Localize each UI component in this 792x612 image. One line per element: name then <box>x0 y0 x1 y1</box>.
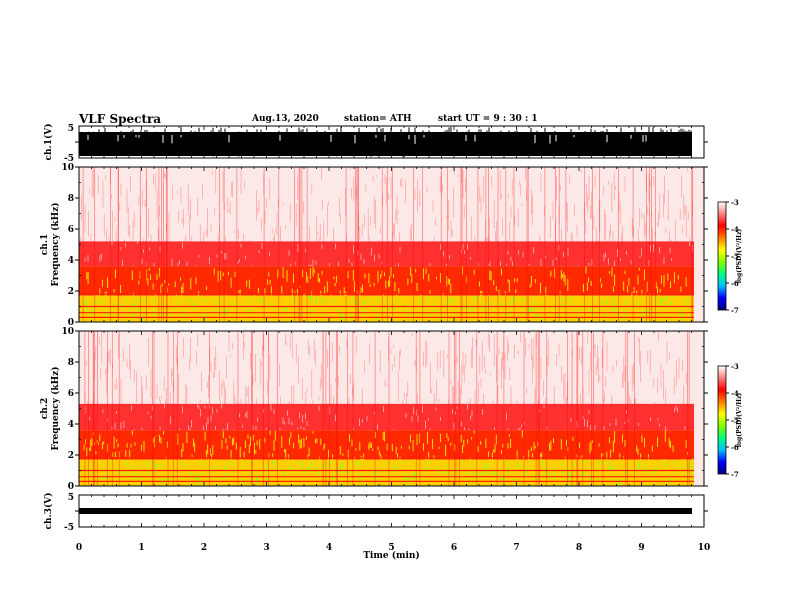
channel-label: ch.2 <box>40 398 50 419</box>
ytick-label: 2 <box>68 287 74 297</box>
colorbar-tick-label: -6 <box>731 443 739 452</box>
spectrogram-impulse-streaks <box>84 331 690 486</box>
chart-title: VLF Spectra <box>79 112 162 126</box>
ytick-label: -5 <box>64 523 74 533</box>
ytick-label: 4 <box>68 420 74 430</box>
ytick-label: 6 <box>68 389 74 399</box>
colorbar <box>717 365 727 475</box>
colorbar-tick-label: -5 <box>731 252 739 261</box>
colorbar-tick-label: -5 <box>731 416 739 425</box>
ytick-label: 8 <box>68 358 74 368</box>
waveform-trace-ch3 <box>79 508 692 514</box>
xtick-label: 9 <box>638 543 644 553</box>
colorbar-label: log(PSD)(V²/Hz) <box>736 229 743 284</box>
ytick-label: 10 <box>61 163 74 173</box>
ytick-label: 4 <box>68 256 74 266</box>
colorbar <box>717 201 727 311</box>
ytick-label: 0 <box>68 318 74 328</box>
ytick-label: 5 <box>68 124 74 134</box>
colorbar-label: log(PSD)(V²/Hz) <box>736 393 743 448</box>
colorbar-tick-label: -7 <box>731 306 739 315</box>
waveform-spikes-ch1 <box>84 127 692 157</box>
xtick-label: 7 <box>513 543 519 553</box>
spectrogram-band-low <box>79 295 694 322</box>
xtick-label: 3 <box>263 543 269 553</box>
ytick-label: 5 <box>68 493 74 503</box>
ytick-label: 0 <box>68 482 74 492</box>
colorbar-tick-label: -3 <box>731 362 739 371</box>
xtick-label: 10 <box>698 543 711 553</box>
spectrogram-band-high <box>79 403 694 431</box>
ylabel: ch.1(V) <box>43 124 54 161</box>
xlabel: Time (min) <box>363 550 420 561</box>
spectrogram-band-low <box>79 459 694 486</box>
ylabel: Frequency (kHz) <box>50 202 61 286</box>
waveform-panel-ch1: 5 -5 ch.1(V) <box>43 124 708 164</box>
ytick-label: -5 <box>64 154 74 164</box>
xtick-label: 2 <box>201 543 207 553</box>
ylabel: ch.3(V) <box>43 493 54 530</box>
colorbar-tick-label: -3 <box>731 198 739 207</box>
spectrogram-band-mixed <box>79 266 694 296</box>
spectrogram-panel-ch1: 0 2 4 6 8 10 ch.1 Frequency (kHz) -3 -4 -5 -6 -7 log(… <box>40 163 743 328</box>
spectrogram-band-high <box>79 241 694 267</box>
colorbar-tick-label: -6 <box>731 279 739 288</box>
date-label: Aug.13, 2020 <box>252 114 319 124</box>
xtick-label: 5 <box>388 543 394 553</box>
ytick-label: 8 <box>68 194 74 204</box>
xtick-label: 1 <box>138 543 144 553</box>
ytick-label: 2 <box>68 451 74 461</box>
xtick-marks <box>78 126 705 158</box>
minor-tick-marks <box>78 167 705 322</box>
xtick-label: 8 <box>576 543 582 553</box>
waveform-gaps-ch1 <box>87 135 647 145</box>
minor-tick-marks <box>78 331 705 486</box>
xtick-label: 4 <box>326 543 332 553</box>
spectrogram-impulse-streaks <box>82 167 694 322</box>
colorbar-tick-label: -7 <box>731 470 739 479</box>
start-time-label: start UT = 9 : 30 : 1 <box>438 114 538 124</box>
xtick-marks <box>78 495 705 527</box>
colorbar-tick-label: -4 <box>731 225 739 234</box>
ytick-label: 10 <box>61 327 74 337</box>
waveform-panel-ch3: 5 -5 ch.3(V) <box>43 493 708 533</box>
ylabel: Frequency (kHz) <box>50 366 61 450</box>
ytick-label: 6 <box>68 225 74 235</box>
xtick-label: 6 <box>451 543 457 553</box>
colorbar-tick-label: -4 <box>731 389 739 398</box>
channel-label: ch.1 <box>40 234 50 255</box>
xtick-label: 0 <box>76 543 82 553</box>
spectrogram-tone-lines <box>79 457 694 482</box>
spectrogram-panel-ch2: 0 2 4 6 8 10 ch.2 Frequency (kHz) -3 -4 -5 -6 -7 log(… <box>40 327 743 492</box>
x-axis: 0 1 2 3 4 5 6 7 8 9 10 Time (min) <box>76 543 710 561</box>
station-label: station= ATH <box>344 114 412 124</box>
spectrogram-tone-lines <box>79 293 694 318</box>
